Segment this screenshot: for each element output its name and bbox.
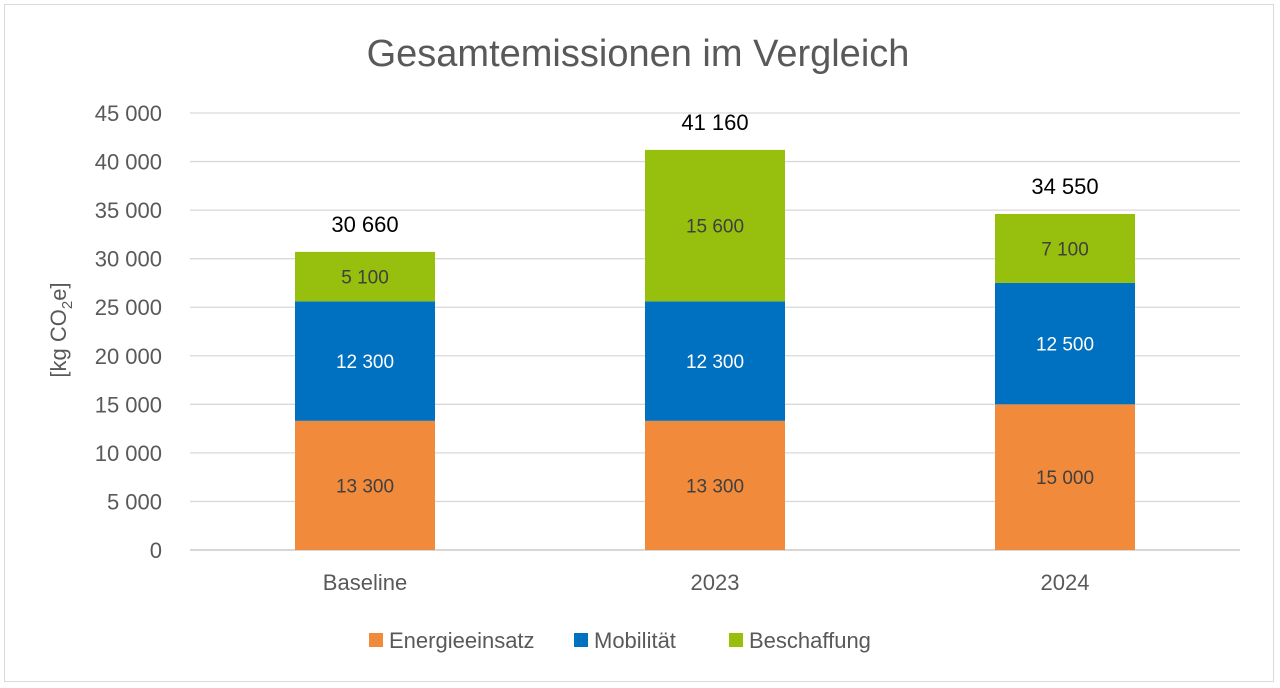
data-label: 13 300 <box>686 476 744 497</box>
data-label: 12 300 <box>686 352 744 373</box>
data-label: 15 600 <box>686 217 744 238</box>
data-label: 15 000 <box>1036 468 1094 489</box>
y-axis-label: [kg CO2e] <box>46 282 76 377</box>
bar-segment-energieeinsatz <box>645 420 785 550</box>
y-tick-label: 10 000 <box>95 441 162 466</box>
legend-swatch <box>369 633 383 647</box>
chart-frame <box>4 4 1274 682</box>
data-label: 12 500 <box>1036 335 1094 356</box>
y-tick-label: 40 000 <box>95 150 162 175</box>
bar-segment-beschaffung <box>995 213 1135 283</box>
legend-swatch <box>729 633 743 647</box>
bar-segment-energieeinsatz <box>995 404 1135 550</box>
total-label: 41 160 <box>681 110 748 135</box>
y-tick-label: 5 000 <box>107 489 162 514</box>
bar-segment-energieeinsatz <box>295 420 435 550</box>
y-tick-label: 25 000 <box>95 295 162 320</box>
data-label: 7 100 <box>1041 239 1089 260</box>
bar-segment-beschaffung <box>295 251 435 302</box>
bar-segment-mobilität <box>295 301 435 421</box>
y-tick-label: 35 000 <box>95 198 162 223</box>
x-tick-label: 2023 <box>691 570 740 595</box>
total-label: 30 660 <box>331 212 398 237</box>
data-label: 13 300 <box>336 476 394 497</box>
total-label: 34 550 <box>1031 174 1098 199</box>
y-tick-label: 0 <box>150 538 162 563</box>
legend-swatch <box>574 633 588 647</box>
bar-segment-mobilität <box>645 301 785 421</box>
y-tick-label: 30 000 <box>95 247 162 272</box>
y-tick-label: 15 000 <box>95 392 162 417</box>
legend-label: Energieeinsatz <box>389 628 535 653</box>
bar-segment-beschaffung <box>645 149 785 302</box>
y-tick-label: 20 000 <box>95 344 162 369</box>
y-tick-label: 45 000 <box>95 101 162 126</box>
data-label: 5 100 <box>341 268 389 289</box>
legend-label: Beschaffung <box>749 628 871 653</box>
chart-title: Gesamtemissionen im Vergleich <box>367 33 910 75</box>
bar-segment-mobilität <box>995 282 1135 405</box>
x-tick-label: 2024 <box>1041 570 1090 595</box>
legend-label: Mobilität <box>594 628 676 653</box>
x-tick-label: Baseline <box>323 570 407 595</box>
data-label: 12 300 <box>336 352 394 373</box>
